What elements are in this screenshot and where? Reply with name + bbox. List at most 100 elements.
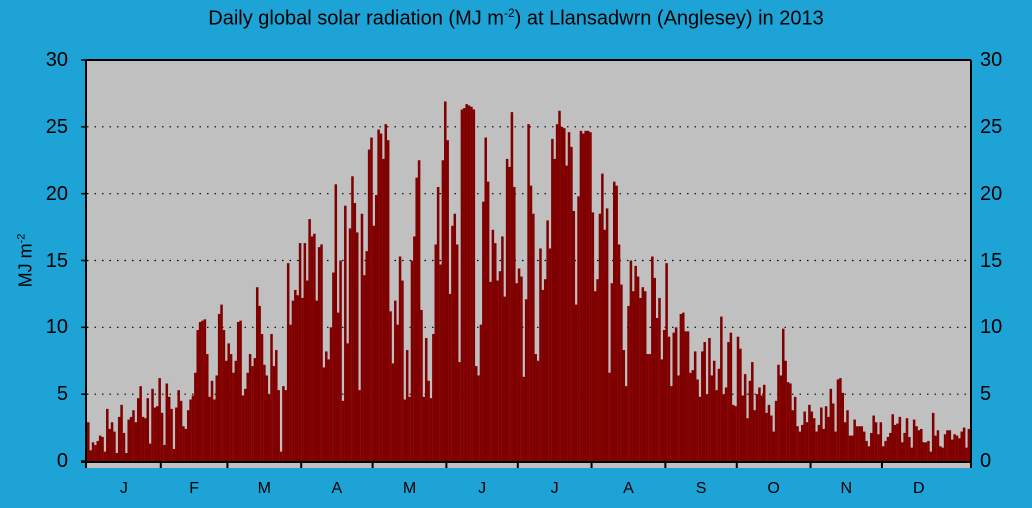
bar	[589, 132, 592, 461]
bar	[503, 296, 507, 461]
bar	[374, 195, 378, 461]
month-label: A	[331, 480, 343, 497]
bar	[896, 423, 899, 461]
bar	[253, 358, 257, 461]
bar	[903, 432, 906, 461]
bar	[532, 213, 535, 461]
bar	[220, 304, 223, 461]
bar	[715, 390, 718, 461]
bar	[101, 436, 104, 461]
bar	[948, 430, 952, 461]
y-tick-label-left: 5	[56, 383, 68, 406]
bar	[720, 316, 723, 461]
bar	[377, 129, 380, 461]
bar	[841, 392, 845, 461]
bar	[912, 419, 916, 461]
bar	[515, 283, 518, 461]
bar	[417, 160, 421, 461]
bar	[536, 360, 540, 461]
bar	[322, 367, 326, 461]
bar	[546, 220, 549, 461]
bar	[646, 354, 649, 461]
bar	[113, 431, 116, 461]
bar	[125, 452, 128, 461]
bar	[370, 137, 373, 461]
bar	[353, 203, 357, 461]
bar	[446, 140, 449, 461]
bar	[267, 394, 271, 461]
bar	[379, 133, 383, 461]
bar	[358, 390, 361, 461]
bar	[508, 166, 511, 461]
bar	[255, 287, 259, 461]
bar	[743, 374, 747, 461]
bar	[727, 342, 730, 461]
month-label: S	[695, 480, 707, 497]
y-tick-label-right: 15	[980, 249, 1003, 272]
bar	[872, 415, 875, 461]
bar	[898, 416, 902, 461]
bar	[848, 435, 852, 461]
bar	[567, 132, 571, 461]
bar	[96, 440, 100, 461]
bar	[846, 410, 849, 461]
bar	[577, 196, 580, 461]
bar	[596, 279, 599, 461]
bar	[301, 297, 304, 461]
bar	[574, 304, 578, 461]
bar	[486, 181, 490, 461]
month-label: F	[189, 480, 199, 497]
bar	[386, 140, 390, 461]
bar	[877, 434, 880, 461]
bar	[760, 395, 764, 461]
bar	[120, 404, 123, 461]
y-tick-label-left: 20	[45, 182, 68, 205]
bar	[698, 396, 702, 461]
bar	[434, 244, 438, 461]
bar	[851, 435, 854, 461]
y-tick-label-left: 15	[45, 249, 68, 272]
bar	[448, 293, 452, 461]
bar	[382, 158, 385, 461]
bar	[510, 112, 514, 461]
bar	[891, 414, 894, 461]
bar	[517, 268, 521, 461]
bar	[103, 451, 107, 461]
bar	[812, 418, 816, 461]
bar	[858, 426, 861, 461]
bar	[879, 422, 883, 461]
bar	[460, 109, 464, 462]
bar	[605, 208, 609, 461]
bar	[934, 435, 937, 461]
month-label: M	[402, 480, 417, 497]
bar	[136, 398, 140, 461]
bar	[227, 343, 230, 461]
bar	[498, 271, 502, 461]
bar	[684, 331, 687, 461]
bar	[479, 324, 483, 461]
bar	[489, 281, 492, 461]
bar	[665, 263, 668, 461]
bar	[831, 403, 835, 461]
bar	[648, 354, 652, 461]
bar	[560, 126, 564, 461]
bar	[194, 372, 197, 461]
bar	[141, 416, 145, 461]
bar	[91, 442, 95, 461]
bar	[524, 299, 528, 461]
month-label: A	[623, 480, 634, 497]
bar	[860, 426, 864, 461]
bar	[703, 342, 706, 461]
bar	[291, 300, 295, 461]
bar	[472, 109, 476, 462]
bar	[636, 276, 640, 461]
bar	[772, 431, 775, 461]
bar	[106, 408, 109, 461]
bar	[401, 280, 404, 461]
bar	[753, 410, 756, 461]
bar	[641, 287, 645, 461]
bar	[965, 447, 968, 461]
bar	[586, 130, 590, 461]
bar	[191, 395, 195, 461]
